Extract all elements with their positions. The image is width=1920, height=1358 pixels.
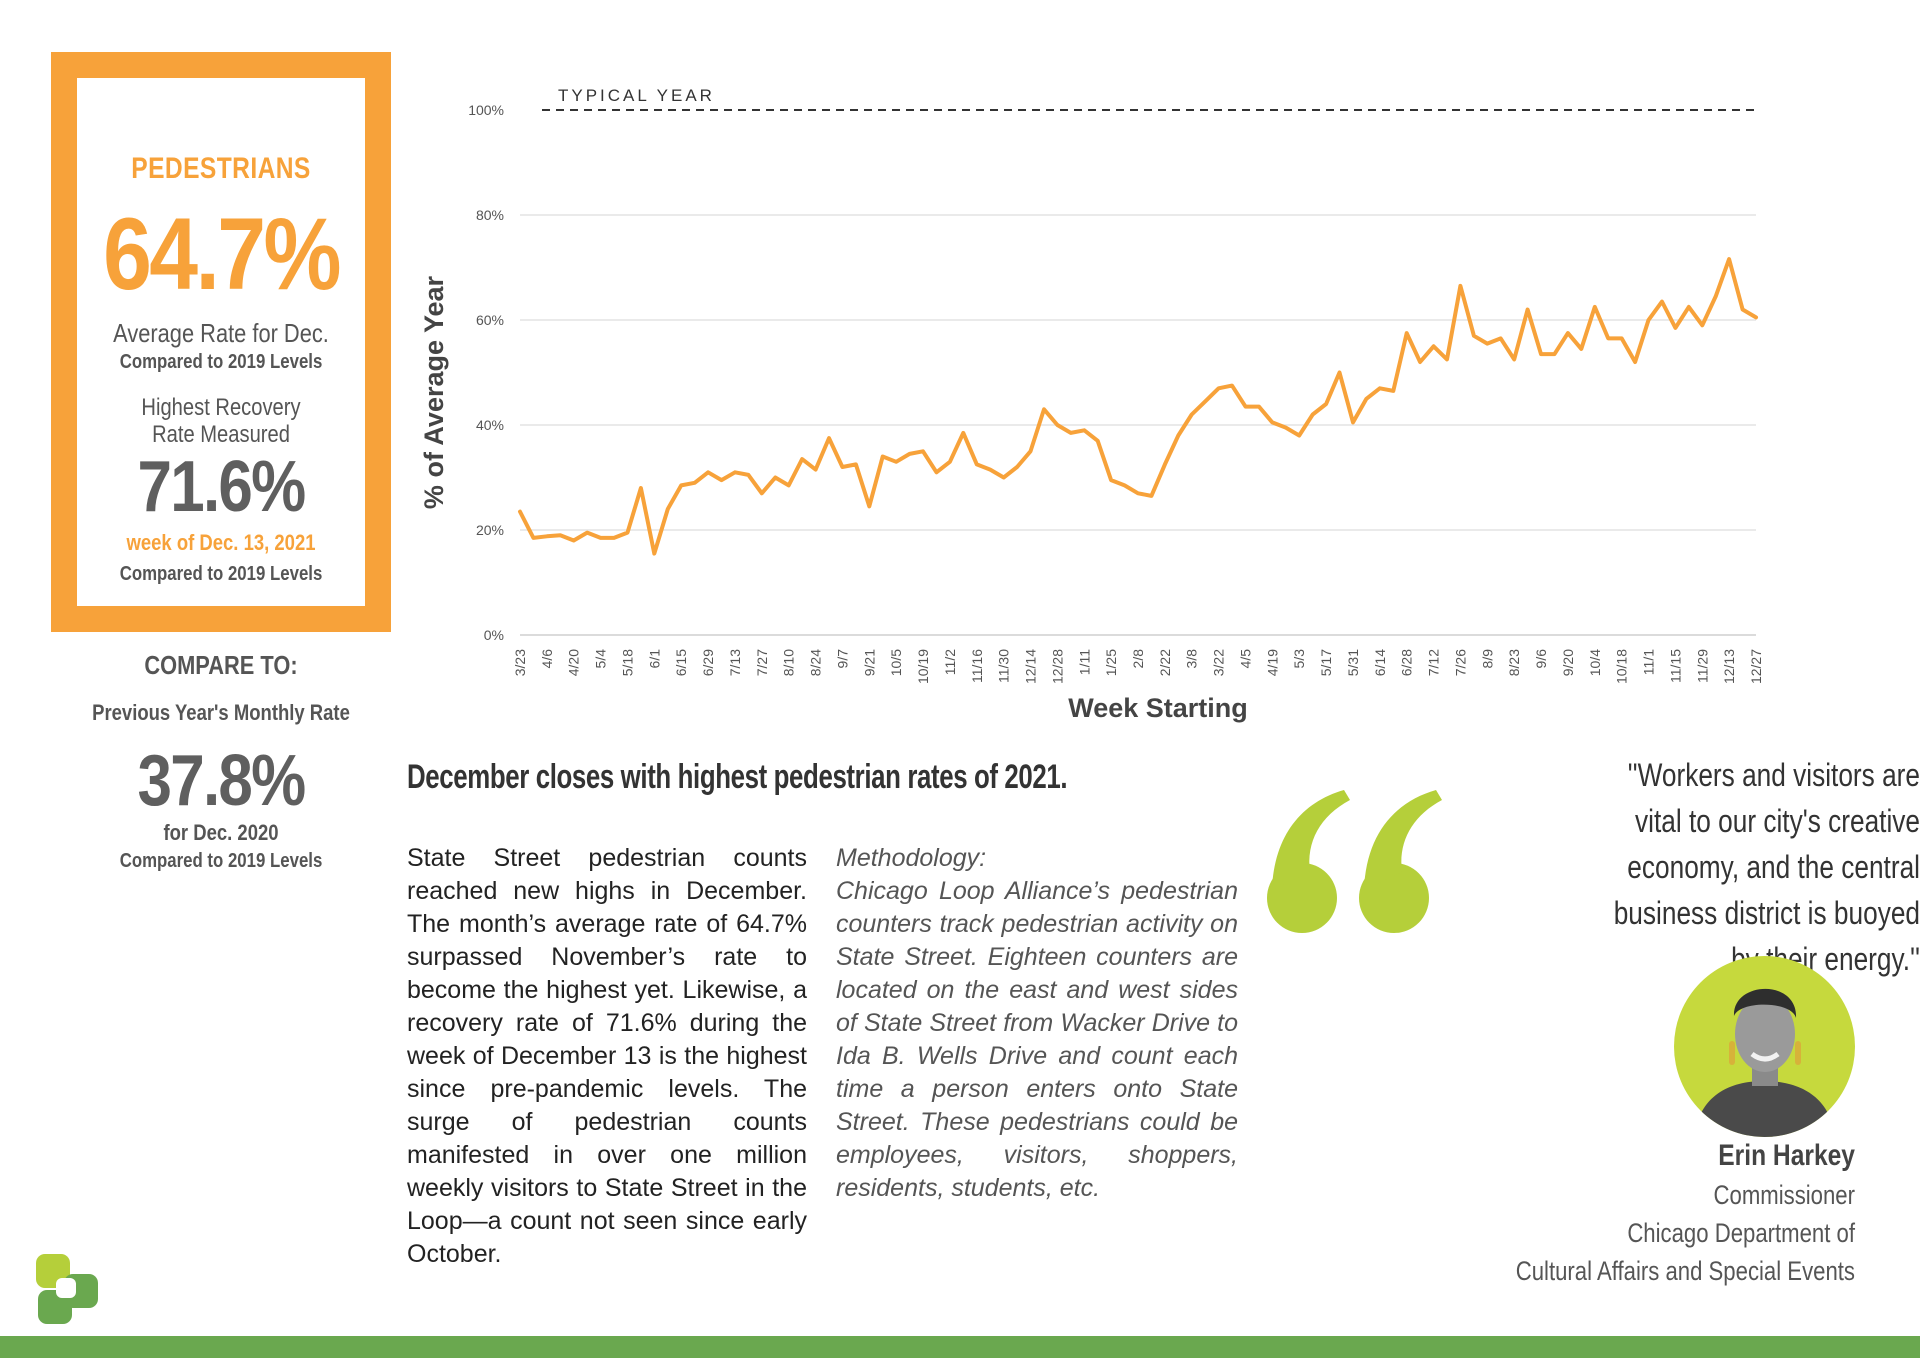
typical-year-label: TYPICAL YEAR: [558, 86, 715, 105]
x-tick-label: 10/4: [1587, 649, 1603, 676]
avg-rate-label: Average Rate for Dec.: [113, 318, 329, 348]
x-tick-label: 6/15: [673, 649, 689, 676]
person-title: Commissioner: [1713, 1180, 1855, 1210]
line-chart: 0% 20% 40% 60% 80% 100% 3/23 4/6 4/20 5/4 5/18 6/1…: [420, 86, 1764, 723]
person-org-line1: Chicago Department of: [1627, 1218, 1855, 1248]
x-tick-label: 12/13: [1721, 649, 1737, 684]
highest-label: Highest Recovery Rate Measured: [100, 394, 342, 448]
x-tick-label: 7/26: [1452, 649, 1468, 676]
x-tick-label: 4/20: [566, 649, 582, 676]
x-tick-label: 8/24: [808, 649, 824, 676]
x-tick-label: 9/6: [1533, 649, 1549, 669]
methodology-title: Methodology:: [836, 844, 987, 872]
x-tick-label: 5/31: [1345, 649, 1361, 676]
y-axis-label: % of Average Year: [420, 275, 449, 509]
x-tick-label: 6/1: [646, 649, 662, 669]
highest-sub: Compared to 2019 Levels: [119, 563, 323, 585]
person-name: Erin Harkey: [1718, 1139, 1855, 1172]
y-tick-label: 60%: [476, 312, 504, 328]
footer-bar: [0, 1336, 1920, 1358]
x-tick-label: 9/21: [861, 649, 877, 676]
person-org-line2: Cultural Affairs and Special Events: [1515, 1256, 1855, 1286]
headline: December closes with highest pedestrian …: [407, 758, 1068, 796]
x-tick-label: 1/11: [1076, 649, 1092, 675]
highest-label-line2: Rate Measured: [152, 421, 290, 448]
x-tick-label: 3/23: [512, 649, 528, 676]
compare-label: Previous Year's Monthly Rate: [92, 700, 350, 725]
x-tick-label: 5/4: [593, 649, 609, 669]
stat-box: PEDESTRIANS 64.7% Average Rate for Dec. …: [51, 52, 391, 632]
logo-icon: [36, 1254, 98, 1324]
x-tick-label: 6/28: [1399, 649, 1415, 676]
x-tick-label: 7/13: [727, 649, 743, 676]
x-tick-label: 3/22: [1211, 649, 1227, 676]
x-tick-label: 11/15: [1667, 649, 1683, 683]
y-tick-labels: 0% 20% 40% 60% 80% 100%: [468, 102, 504, 643]
y-tick-label: 100%: [468, 102, 504, 118]
x-tick-label: 1/25: [1103, 649, 1119, 676]
x-tick-label: 6/14: [1372, 649, 1388, 676]
avg-rate-value: 64.7%: [103, 197, 341, 311]
x-tick-label: 5/3: [1291, 649, 1307, 669]
avg-rate-sub: Compared to 2019 Levels: [119, 351, 323, 373]
x-tick-label: 2/8: [1130, 649, 1146, 669]
x-tick-label: 9/7: [834, 649, 850, 669]
x-tick-label: 10/19: [915, 649, 931, 684]
quote-mark-icon: [1267, 790, 1442, 933]
compare-sub: Compared to 2019 Levels: [119, 850, 323, 872]
y-tick-label: 0%: [484, 627, 504, 643]
body-text: State Street pedestrian counts reached n…: [407, 844, 807, 1268]
x-tick-label: 7/27: [754, 649, 770, 676]
x-tick-labels: 3/23 4/6 4/20 5/4 5/18 6/1 6/15 6/29 7/13 7/27 8/1…: [512, 649, 1764, 684]
x-tick-label: 4/5: [1237, 649, 1253, 669]
stat-box-inner: PEDESTRIANS 64.7% Average Rate for Dec. …: [77, 78, 365, 606]
x-tick-label: 4/6: [539, 649, 555, 669]
highest-week: week of Dec. 13, 2021: [126, 530, 316, 555]
x-tick-label: 3/8: [1184, 649, 1200, 669]
x-tick-label: 9/20: [1560, 649, 1576, 676]
x-tick-label: 8/9: [1479, 649, 1495, 669]
compare-title: COMPARE TO:: [144, 650, 298, 680]
x-tick-label: 5/18: [619, 649, 635, 676]
grid-layer: [520, 214, 1756, 636]
y-tick-label: 80%: [476, 207, 504, 223]
quote-block: ''Workers and visitors are vital to our …: [1420, 752, 1920, 982]
x-tick-label: 10/5: [888, 649, 904, 676]
pedestrians-label: PEDESTRIANS: [131, 152, 311, 185]
methodology-text: Chicago Loop Alliance’s pedestrian count…: [836, 877, 1238, 1202]
x-tick-label: 2/22: [1157, 649, 1173, 676]
compare-value: 37.8%: [137, 741, 307, 821]
x-tick-label: 11/30: [996, 649, 1012, 683]
x-tick-label: 4/19: [1264, 649, 1280, 676]
x-tick-label: 11/16: [969, 649, 985, 683]
x-tick-label: 10/18: [1614, 649, 1630, 684]
highest-value: 71.6%: [137, 447, 307, 527]
x-axis-label: Week Starting: [1068, 693, 1248, 723]
methodology: Methodology: Chicago Loop Alliance’s ped…: [836, 842, 1238, 1205]
x-tick-label: 11/2: [942, 649, 958, 675]
x-tick-label: 5/17: [1318, 649, 1334, 676]
quote-attribution: Erin Harkey Commissioner Chicago Departm…: [1300, 1136, 1855, 1290]
compare-for: for Dec. 2020: [163, 820, 279, 845]
x-tick-label: 6/29: [700, 649, 716, 676]
x-tick-label: 11/1: [1641, 649, 1657, 675]
x-tick-label: 8/10: [781, 649, 797, 676]
avatar: [1674, 956, 1855, 1137]
x-tick-label: 8/23: [1506, 649, 1522, 676]
y-tick-label: 40%: [476, 417, 504, 433]
y-tick-label: 20%: [476, 522, 504, 538]
x-tick-label: 11/29: [1694, 649, 1710, 683]
x-tick-label: 12/28: [1049, 649, 1065, 684]
x-tick-label: 12/14: [1023, 649, 1039, 684]
highest-label-line1: Highest Recovery: [141, 394, 301, 421]
pedestrian-series-line: [518, 257, 1758, 556]
x-tick-label: 7/12: [1426, 649, 1442, 676]
x-tick-label: 12/27: [1748, 649, 1764, 684]
quote-text: ''Workers and visitors are vital to our …: [1613, 757, 1920, 977]
